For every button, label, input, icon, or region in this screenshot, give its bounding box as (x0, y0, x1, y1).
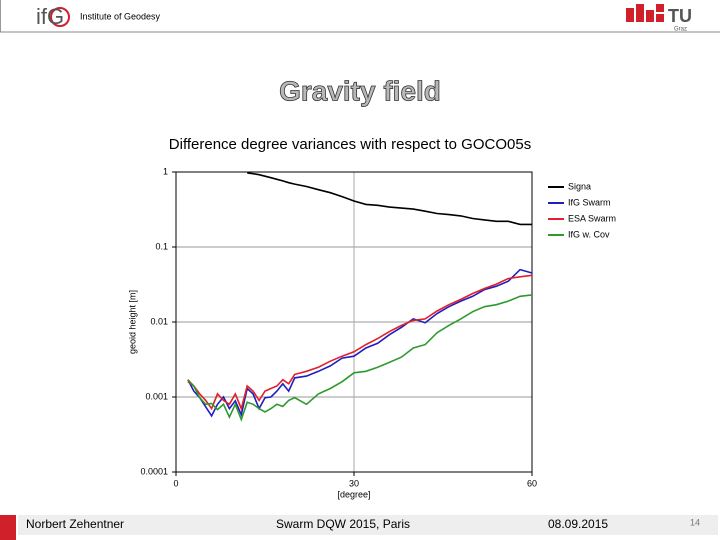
x-tick-label: 60 (527, 478, 537, 488)
legend-label: IfG Swarm (568, 197, 611, 207)
logo-ring (50, 7, 70, 27)
footer-marker (0, 515, 16, 540)
plot-frame (175, 171, 533, 473)
legend-label: Signa (568, 181, 591, 191)
footer-author: Norbert Zehentner (26, 517, 124, 531)
logo-left: ifG (36, 4, 64, 29)
footer-date: 08.09.2015 (548, 517, 608, 531)
slide-title: Gravity field (279, 75, 441, 106)
x-tick-label: 30 (349, 478, 359, 488)
y-tick-label: 0.0001 (140, 466, 168, 476)
x-axis-label: [degree] (337, 489, 370, 499)
y-tick-label: 0.001 (145, 391, 168, 401)
footer-page: 14 (690, 517, 700, 527)
logo-right: TU (668, 6, 692, 26)
y-tick-label: 0.01 (150, 316, 168, 326)
footer-band (18, 515, 718, 535)
y-tick-label: 1 (163, 166, 168, 176)
slide-subtitle: Difference degree variances with respect… (169, 136, 531, 153)
y-axis-label: geoid height [m] (127, 290, 137, 354)
legend-label: IfG w. Cov (568, 229, 610, 239)
logo-right-sub: Graz (674, 27, 687, 33)
chart: 1 0.1 0.01 0.001 0.0001 0 30 60 [degree] geoid he… (127, 166, 616, 499)
y-tick-label: 0.1 (155, 241, 168, 251)
logo-right-blocks (626, 4, 664, 22)
x-tick-label: 0 (173, 478, 178, 488)
series-line (187, 274, 533, 412)
series-line (187, 294, 533, 422)
legend-label: ESA Swarm (568, 213, 616, 223)
footer-event: Swarm DQW 2015, Paris (276, 517, 410, 531)
series-line (247, 172, 532, 226)
institute: Institute of Geodesy (80, 11, 161, 21)
